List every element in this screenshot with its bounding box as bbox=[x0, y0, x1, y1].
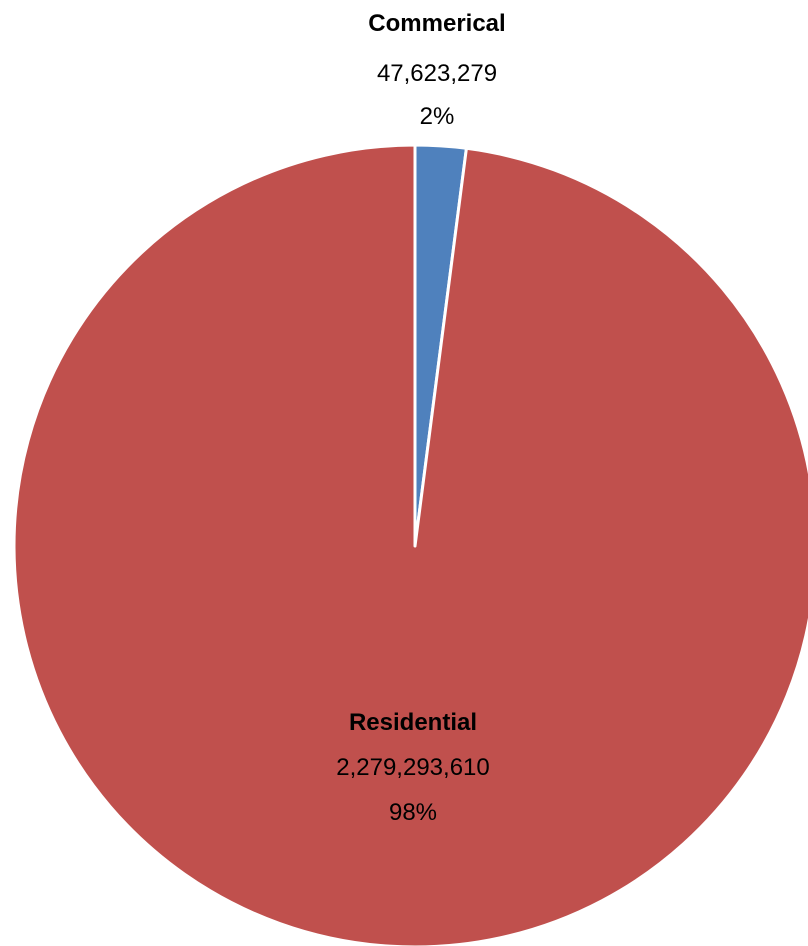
slice-label-percent: 2% bbox=[420, 103, 455, 130]
pie-slice-residential bbox=[12, 143, 808, 946]
slice-label-commerical: Commerical 47,623,279 2% bbox=[368, 10, 505, 130]
pie-slices bbox=[12, 143, 808, 946]
pie-labels: Commerical 47,623,279 2% Residential 2,2… bbox=[336, 10, 505, 826]
slice-label-percent: 98% bbox=[389, 799, 437, 826]
slice-label-name: Commerical bbox=[368, 10, 505, 37]
slice-label-value: 47,623,279 bbox=[377, 60, 497, 87]
slice-label-name: Residential bbox=[349, 709, 477, 736]
slice-label-value: 2,279,293,610 bbox=[336, 754, 489, 781]
slice-label-residential: Residential 2,279,293,610 98% bbox=[336, 709, 489, 826]
